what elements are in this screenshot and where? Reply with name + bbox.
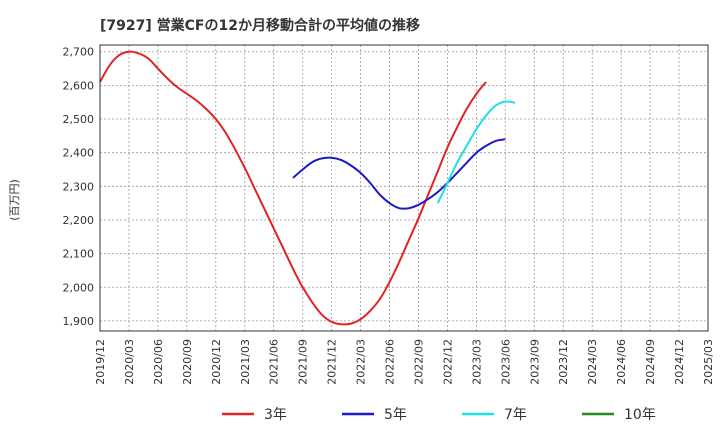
- x-tick-label: 2024/06: [615, 339, 628, 385]
- y-axis-label: (百万円): [8, 179, 21, 221]
- y-tick-label: 2,700: [63, 46, 95, 59]
- x-tick-label: 2022/03: [355, 339, 368, 385]
- y-tick-label: 1,900: [63, 315, 95, 328]
- x-axis-ticks: 2019/12 2020/03 2020/06 2020/09 2020/12 2021/…: [94, 339, 715, 385]
- series-line-2: [292, 138, 506, 210]
- y-tick-label: 2,200: [63, 214, 95, 227]
- series-line-3: [436, 100, 516, 204]
- x-tick-label: 2021/09: [297, 339, 310, 385]
- x-tick-label: 2019/12: [94, 339, 107, 385]
- x-tick-label: 2020/12: [210, 339, 223, 385]
- x-tick-label: 2024/03: [586, 339, 599, 385]
- y-tick-label: 2,000: [63, 281, 95, 294]
- legend-label: 3年: [264, 407, 287, 423]
- x-tick-label: 2025/03: [702, 339, 715, 385]
- legend: 3年 5年 7年 10年: [222, 407, 656, 423]
- x-tick-label: 2023/03: [470, 339, 483, 385]
- grid: [100, 45, 708, 331]
- plot-frame: [99, 44, 709, 332]
- x-tick-label: 2020/09: [181, 339, 194, 385]
- legend-label: 7年: [504, 407, 527, 423]
- chart-title: [7927] 営業CFの12か月移動合計の平均値の推移: [100, 17, 420, 34]
- y-tick-label: 2,300: [63, 180, 95, 193]
- legend-label: 5年: [384, 407, 407, 423]
- x-tick-label: 2020/03: [123, 339, 136, 385]
- x-tick-label: 2022/12: [441, 339, 454, 385]
- x-tick-label: 2024/09: [644, 339, 657, 385]
- x-tick-label: 2022/09: [412, 339, 425, 385]
- x-tick-label: 2022/06: [384, 339, 397, 385]
- series-lines: [99, 50, 516, 326]
- x-tick-label: 2021/03: [239, 339, 252, 385]
- y-tick-label: 2,100: [63, 248, 95, 261]
- x-tick-label: 2020/06: [152, 339, 165, 385]
- y-tick-label: 2,400: [63, 147, 95, 160]
- x-tick-label: 2023/12: [557, 339, 570, 385]
- y-axis-ticks: 1,900 2,000 2,100 2,200 2,300 2,400 2,500 2,600…: [63, 46, 95, 328]
- x-tick-label: 2023/09: [528, 339, 541, 385]
- x-tick-label: 2021/12: [326, 339, 339, 385]
- y-tick-label: 2,500: [63, 113, 95, 126]
- series-line-1: [99, 50, 487, 326]
- x-tick-label: 2023/06: [499, 339, 512, 385]
- legend-label: 10年: [624, 407, 656, 423]
- x-tick-label: 2024/12: [673, 339, 686, 385]
- x-tick-label: 2021/06: [268, 339, 281, 385]
- y-tick-label: 2,600: [63, 79, 95, 92]
